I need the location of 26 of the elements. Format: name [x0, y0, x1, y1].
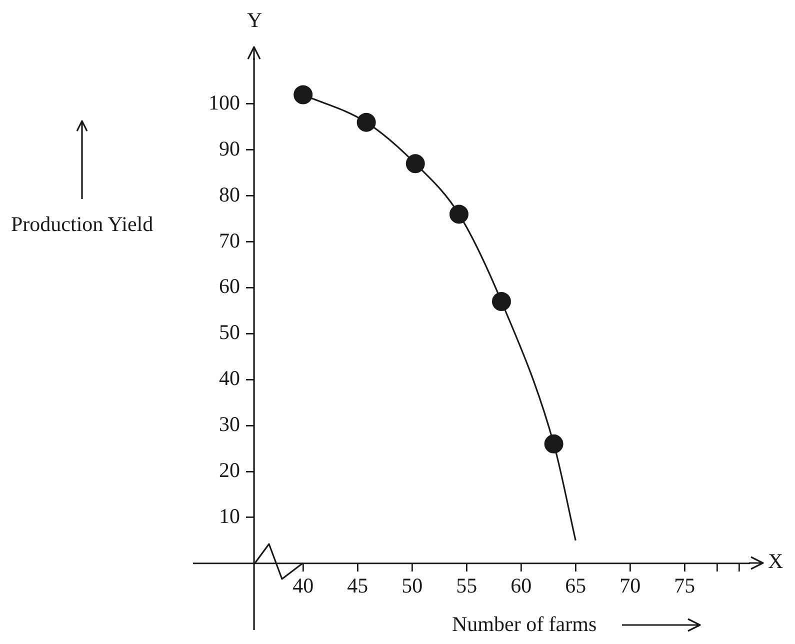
y-tick-label: 40: [219, 366, 240, 390]
text: X: [768, 549, 784, 574]
x-tick-label: 65: [565, 573, 586, 598]
point: [544, 434, 564, 454]
y-tick-label: 20: [219, 458, 240, 482]
y-tick-label: 90: [219, 136, 240, 160]
y-axis-title: Production Yield: [11, 212, 154, 237]
y-tick-label: 80: [219, 182, 240, 206]
point: [406, 154, 425, 174]
x-tick-label: 45: [347, 573, 368, 598]
point: [294, 85, 313, 104]
x-tick-label: 60: [510, 573, 532, 598]
x-tick-label: 50: [402, 573, 423, 598]
x-tick-label: 55: [456, 573, 478, 598]
text: Y: [247, 8, 262, 33]
x-tick-label: 40: [292, 573, 314, 598]
y-tick-label: 100: [208, 90, 240, 114]
x-tick-label: 75: [674, 573, 696, 598]
y-tick-label: 70: [219, 228, 240, 252]
y-tick-label: 60: [219, 274, 240, 298]
x-tick-label: 70: [620, 573, 641, 598]
y-tick-label: 30: [219, 412, 240, 436]
x-axis-title: Number of farms: [452, 612, 597, 637]
point: [449, 204, 468, 224]
y-tick-label: 10: [219, 504, 240, 528]
y-tick-label: 50: [219, 320, 240, 344]
